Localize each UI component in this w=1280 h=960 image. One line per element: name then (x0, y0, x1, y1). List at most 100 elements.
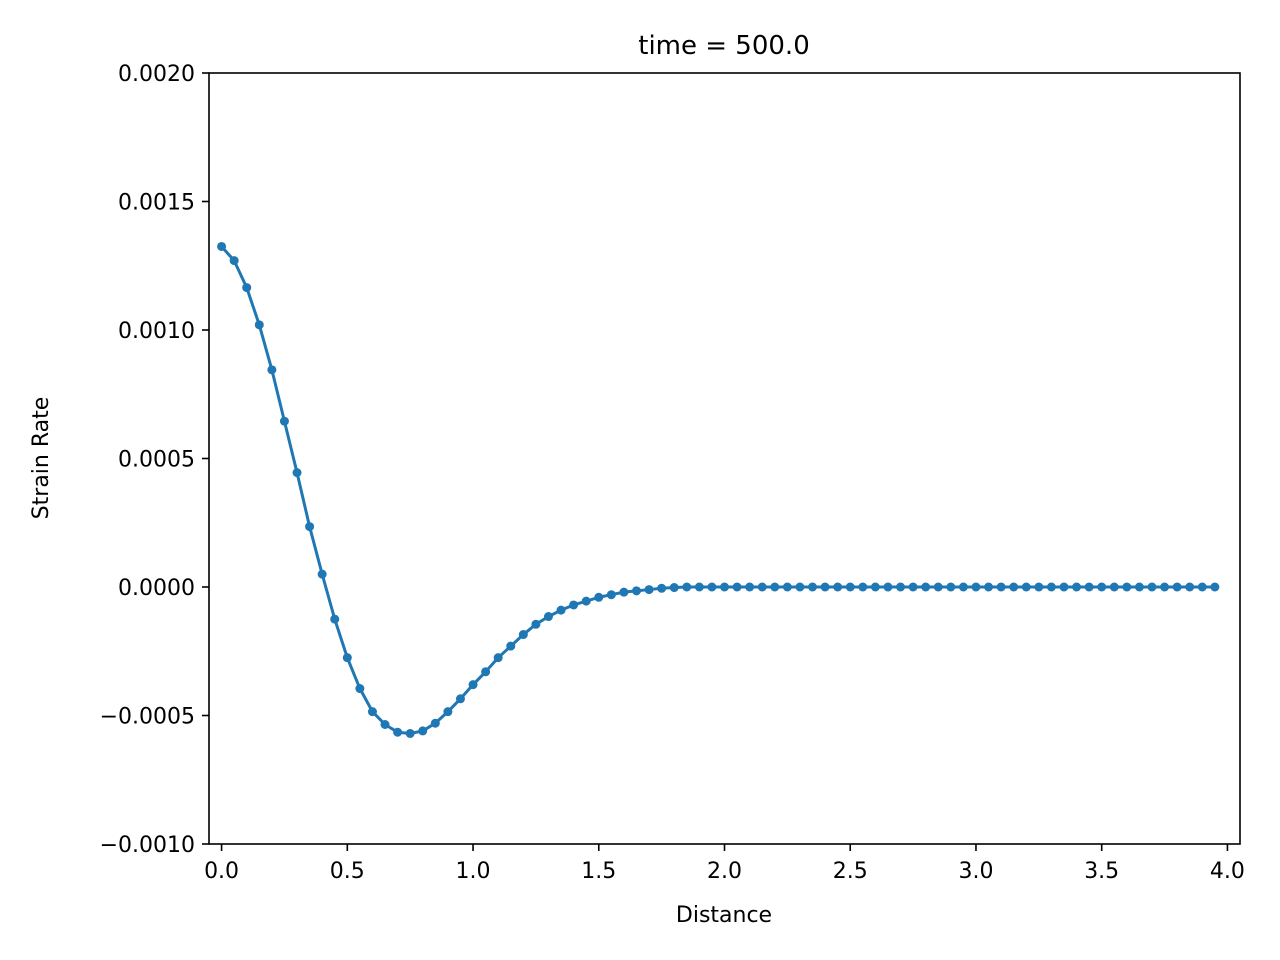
y-tick-label: 0.0010 (118, 319, 195, 344)
data-point (870, 582, 880, 592)
data-point (858, 582, 868, 592)
data-point (556, 605, 566, 615)
series-line (220, 244, 1217, 735)
data-point (921, 582, 931, 592)
chart-title: time = 500.0 (638, 31, 810, 61)
data-point (292, 468, 302, 478)
data-point (908, 582, 918, 592)
data-point (430, 718, 440, 728)
data-point (355, 684, 365, 694)
data-point (707, 582, 717, 592)
x-tick-label: 2.0 (707, 859, 742, 884)
data-point (694, 582, 704, 592)
y-axis-label: Strain Rate (29, 397, 54, 520)
data-point (1084, 582, 1094, 592)
data-point (305, 522, 315, 532)
data-point (958, 582, 968, 592)
data-point (531, 619, 541, 629)
data-point (481, 667, 491, 677)
data-point (455, 694, 465, 704)
data-point (644, 585, 654, 595)
data-point (1021, 582, 1031, 592)
data-point (543, 612, 553, 622)
data-point (795, 582, 805, 592)
data-point (1134, 582, 1144, 592)
data-point (808, 582, 818, 592)
data-point (845, 582, 855, 592)
data-point (1172, 582, 1182, 592)
data-point (682, 582, 692, 592)
data-point (581, 596, 591, 606)
data-point (619, 587, 629, 597)
x-tick-label: 3.0 (958, 859, 993, 884)
data-point (217, 241, 227, 251)
data-point (330, 614, 340, 624)
data-point (405, 728, 415, 738)
data-point (367, 707, 377, 717)
data-point (720, 582, 729, 592)
x-tick-label: 0.5 (330, 859, 365, 884)
data-point (594, 592, 604, 602)
y-tick-label: 0.0005 (118, 448, 195, 473)
y-tick-label: 0.0015 (118, 191, 195, 216)
data-point (1210, 582, 1220, 592)
data-point (883, 582, 893, 592)
y-tick-label: 0.0020 (118, 62, 195, 87)
data-point (254, 320, 264, 330)
data-point (606, 590, 616, 600)
y-tick-label: −0.0005 (100, 705, 195, 730)
data-point (468, 680, 478, 690)
data-point (1109, 582, 1119, 592)
x-tick-label: 3.5 (1084, 859, 1119, 884)
x-tick-label: 2.5 (833, 859, 868, 884)
data-point (443, 707, 453, 717)
data-point (770, 582, 780, 592)
data-point (342, 653, 352, 663)
data-point (757, 582, 767, 592)
x-tick-label: 1.5 (581, 859, 616, 884)
y-tick-label: −0.0010 (100, 833, 195, 858)
data-point (518, 630, 528, 640)
x-tick-label: 1.0 (456, 859, 491, 884)
data-point (946, 582, 956, 592)
data-point (506, 641, 516, 651)
x-axis-label: Distance (676, 903, 772, 928)
data-point (1097, 582, 1107, 592)
data-point (279, 416, 289, 426)
data-point (833, 582, 843, 592)
data-point (996, 582, 1006, 592)
data-point (1059, 582, 1069, 592)
data-point (380, 720, 390, 729)
data-point (1034, 582, 1044, 592)
data-point (493, 653, 503, 663)
data-point (1072, 582, 1082, 592)
plot-frame (208, 72, 1241, 845)
data-point (984, 582, 994, 592)
data-point (393, 727, 403, 737)
data-point (1197, 582, 1207, 592)
data-point (657, 583, 667, 593)
data-point (267, 365, 277, 375)
data-point (1147, 582, 1157, 592)
data-point (933, 582, 943, 592)
data-point (631, 586, 641, 596)
y-tick-label: 0.0000 (118, 576, 195, 601)
data-point (971, 582, 981, 592)
data-point (1046, 582, 1056, 592)
data-point (745, 582, 755, 592)
data-point (782, 582, 792, 592)
data-point (317, 569, 327, 579)
data-point (669, 583, 679, 593)
data-point (732, 582, 742, 592)
data-point (242, 283, 252, 293)
data-point (418, 726, 428, 736)
data-point (1185, 582, 1195, 592)
x-tick-label: 0.0 (204, 859, 239, 884)
data-point (1009, 582, 1019, 592)
data-point (896, 582, 906, 592)
data-point (820, 582, 830, 592)
plot-area: 0.0 0.5 1.0 1.5 2.0 2.5 3.0 3.5 4.0 −0.0010 −0.000… (100, 62, 1245, 884)
x-tick-label: 4.0 (1210, 859, 1245, 884)
